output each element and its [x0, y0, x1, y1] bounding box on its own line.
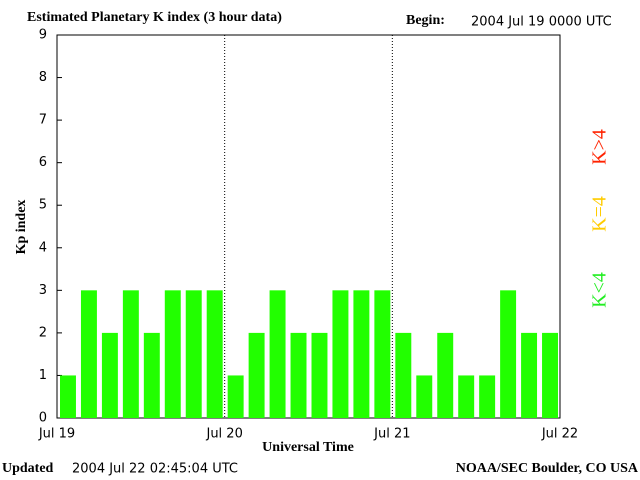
bar — [101, 332, 118, 418]
y-tick-label: 1 — [39, 368, 47, 383]
y-tick-label: 7 — [39, 113, 47, 128]
bar — [290, 332, 307, 418]
bar — [227, 375, 244, 418]
x-tick-label: Jul 19 — [38, 427, 75, 442]
begin-value: 2004 Jul 19 0000 UTC — [471, 15, 612, 30]
legend-entry: K>4 — [589, 129, 611, 165]
y-tick-label: 5 — [39, 198, 47, 213]
bar — [458, 375, 475, 418]
plot-frame — [56, 34, 561, 419]
bar — [332, 290, 349, 418]
bar — [248, 332, 265, 418]
x-tick-label: Jul 21 — [373, 427, 410, 442]
bar — [353, 290, 370, 418]
y-tick-label: 8 — [39, 70, 47, 85]
bar — [311, 332, 328, 418]
y-tick-label: 3 — [39, 283, 47, 298]
bar — [395, 332, 412, 418]
bar — [185, 290, 202, 418]
bar — [60, 375, 76, 418]
bar — [164, 290, 181, 418]
bar — [521, 332, 538, 418]
y-tick-label: 9 — [39, 28, 47, 43]
bar — [500, 290, 517, 418]
y-tick-label: 0 — [39, 411, 47, 426]
legend-entry: K=4 — [589, 196, 611, 232]
y-tick-label: 2 — [39, 325, 47, 340]
bar — [269, 290, 286, 418]
x-axis-label: Universal Time — [262, 440, 354, 455]
bar — [80, 290, 97, 418]
bar — [122, 290, 139, 418]
bar — [374, 290, 391, 418]
bar — [542, 332, 558, 418]
bar — [416, 375, 433, 418]
bar — [479, 375, 496, 418]
bar — [437, 332, 454, 418]
x-tick-label: Jul 22 — [541, 427, 578, 442]
x-tick-label: Jul 20 — [205, 427, 242, 442]
updated-value: 2004 Jul 22 02:45:04 UTC — [72, 462, 238, 477]
y-axis-label: Kp index — [14, 200, 29, 255]
legend-entry: K<4 — [589, 272, 611, 308]
bar — [143, 332, 160, 418]
chart-title: Estimated Planetary K index (3 hour data… — [27, 10, 282, 25]
y-tick-label: 4 — [39, 240, 47, 255]
bar — [206, 290, 223, 418]
begin-label: Begin: — [406, 13, 445, 28]
updated-label: Updated — [2, 461, 54, 476]
y-tick-label: 6 — [39, 155, 47, 170]
source: NOAA/SEC Boulder, CO USA — [456, 461, 639, 476]
